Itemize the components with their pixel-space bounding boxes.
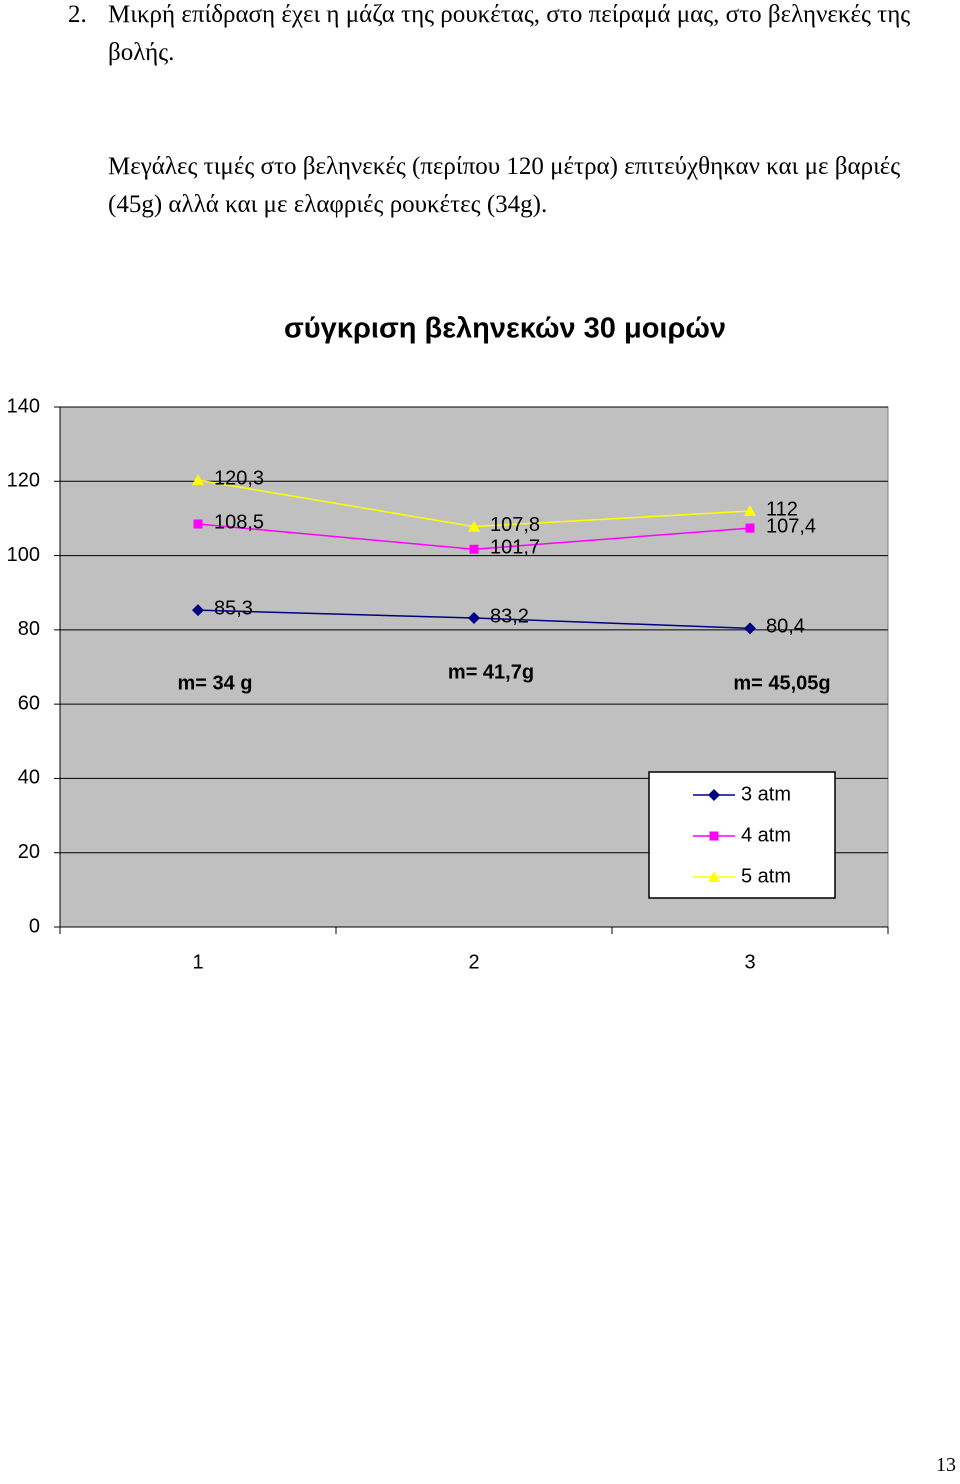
y-tick-label: 80 [18,618,40,640]
annotation: m= 45,05g [733,672,830,694]
y-tick-label: 60 [18,692,40,714]
data-label: 101,7 [490,537,540,559]
page-number: 13 [936,1454,956,1476]
data-label: 120,3 [214,467,264,489]
list-number: 2. [68,1,87,28]
data-point [469,544,479,554]
data-label: 83,2 [490,605,529,627]
paragraph: Μεγάλες τιμές στο βεληνεκές (περίπου 120… [108,153,901,218]
legend-label: 5 atm [741,865,791,887]
legend-marker [708,789,720,801]
x-tick-label: 2 [468,951,479,973]
data-point [745,523,755,533]
y-tick-label: 120 [7,470,40,492]
data-label: 85,3 [214,597,253,619]
data-label: 80,4 [766,616,805,638]
y-tick-label: 20 [18,841,40,863]
data-point [744,505,756,516]
data-label: 108,5 [214,511,264,533]
annotation: m= 41,7g [448,661,534,683]
data-point [744,622,756,635]
data-point [192,474,204,486]
annotation: m= 34 g [177,672,252,694]
y-tick-label: 100 [7,544,40,566]
data-point [192,604,204,617]
data-label: 107,4 [766,515,816,537]
legend-box [648,771,836,899]
legend-marker [709,831,719,841]
data-point [468,611,480,624]
data-label: 107,8 [490,514,540,536]
y-tick-label: 0 [29,915,40,937]
x-tick-label: 3 [744,951,755,973]
y-tick-label: 40 [18,767,40,789]
paragraph: Μικρή επίδραση έχει η μάζα της ρουκέτας,… [108,1,911,66]
y-tick-label: 140 [7,395,40,417]
data-label: 112 [766,498,798,520]
chart-title: σύγκριση βεληνεκών 30 μοιρών [284,313,726,345]
legend-label: 4 atm [741,824,791,846]
x-tick-label: 1 [192,951,203,973]
data-point [193,519,203,529]
legend-label: 3 atm [741,783,791,805]
legend-marker [708,871,720,882]
data-point [468,520,480,532]
